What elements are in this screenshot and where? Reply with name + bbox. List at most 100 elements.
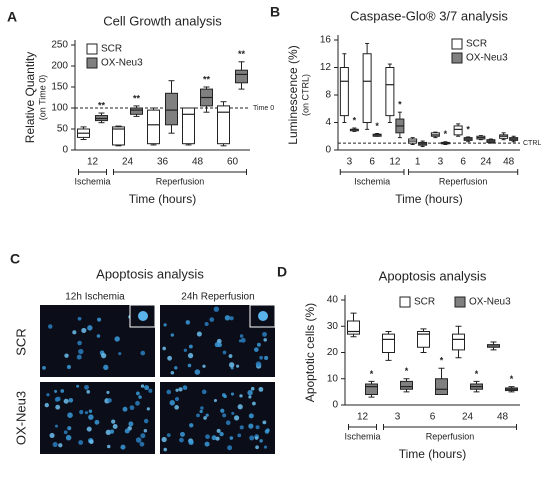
box (417, 331, 430, 348)
significance: ** (98, 100, 106, 110)
nucleus (46, 393, 50, 397)
nucleus (135, 391, 140, 396)
x-tick-label: 24 (480, 157, 492, 168)
nucleus (262, 331, 267, 337)
nucleus (96, 334, 101, 338)
nucleus (255, 425, 260, 430)
nucleus (89, 439, 94, 445)
nucleus (175, 388, 179, 392)
legend-label: SCR (414, 297, 435, 308)
nucleus (178, 387, 183, 392)
nucleus (88, 414, 94, 420)
x-tick-label: 24 (462, 412, 474, 423)
x-tick-label: 12 (87, 157, 99, 168)
x-tick-label: 48 (503, 157, 515, 168)
nucleus (162, 346, 166, 351)
nucleus (217, 342, 222, 348)
nucleus (188, 344, 193, 349)
nucleus (180, 431, 185, 437)
nucleus (174, 405, 179, 410)
nucleus (258, 311, 268, 321)
reference-label: Time 0 (253, 105, 274, 112)
nucleus (225, 420, 231, 426)
nucleus (120, 444, 126, 450)
nucleus (223, 394, 227, 399)
nucleus (224, 315, 231, 321)
nucleus (239, 394, 243, 398)
nucleus (78, 348, 84, 355)
nucleus (215, 436, 220, 441)
y-tick-label: 10 (327, 373, 339, 384)
nucleus (42, 366, 46, 370)
nucleus (114, 336, 120, 342)
nucleus (263, 445, 268, 449)
nucleus (209, 317, 215, 322)
nucleus (233, 415, 240, 421)
group-label: Reperfusion (156, 176, 205, 186)
nucleus (259, 355, 263, 360)
image-title: Apoptosis analysis (96, 266, 204, 281)
nucleus (239, 425, 244, 430)
nucleus (204, 441, 210, 447)
y-tick-label: 200 (51, 61, 68, 72)
nucleus (213, 306, 220, 312)
nucleus (84, 384, 89, 390)
x-tick-label: 3 (438, 157, 444, 168)
nucleus (170, 370, 175, 375)
nucleus (264, 355, 269, 360)
nucleus (258, 386, 264, 392)
y-tick-label: 100 (51, 103, 68, 114)
nucleus (183, 348, 188, 352)
nucleus (68, 397, 74, 403)
group-label: Reperfusion (426, 431, 475, 441)
nucleus (230, 392, 235, 396)
nucleus (86, 426, 92, 432)
significance: * (466, 124, 470, 134)
legend-swatch (451, 38, 463, 50)
nucleus (222, 350, 227, 355)
column-label: 24h Reperfusion (181, 292, 254, 303)
significance: ** (238, 49, 246, 59)
nucleus (248, 395, 252, 399)
nucleus (129, 405, 135, 411)
nucleus (146, 407, 150, 411)
significance: * (444, 129, 448, 139)
box (365, 383, 378, 395)
y-tick-label: 8 (325, 90, 331, 101)
nucleus (140, 384, 145, 388)
nucleus (124, 428, 130, 434)
x-axis-label: Time (hours) (129, 192, 197, 206)
nucleus (58, 443, 63, 448)
group-label: Ischemia (74, 176, 110, 186)
nucleus (144, 385, 150, 391)
nucleus (143, 429, 148, 433)
nucleus (54, 397, 60, 402)
nucleus (263, 338, 267, 342)
x-tick-label: 24 (122, 157, 134, 168)
nucleus (48, 324, 53, 329)
box (347, 320, 360, 335)
legend-label: SCR (466, 39, 487, 50)
nucleus (189, 423, 194, 428)
nucleus (249, 435, 255, 441)
nucleus (179, 437, 184, 443)
nucleus (228, 362, 235, 368)
nucleus (219, 431, 224, 437)
legend-label: OX-Neu3 (101, 58, 143, 69)
y-tick-label: 12 (320, 62, 332, 73)
y-axis-sublabel: (on CTRL) (300, 74, 310, 116)
nucleus (231, 411, 235, 415)
box (453, 125, 463, 136)
nucleus (188, 439, 194, 446)
nucleus (111, 419, 116, 424)
nucleus (81, 327, 87, 334)
legend-swatch (399, 296, 411, 308)
box (385, 67, 395, 117)
nucleus (255, 445, 259, 450)
nucleus (262, 420, 267, 425)
nucleus (237, 433, 242, 438)
significance: * (405, 366, 409, 376)
x-tick-label: 60 (227, 157, 239, 168)
nucleus (52, 442, 58, 448)
